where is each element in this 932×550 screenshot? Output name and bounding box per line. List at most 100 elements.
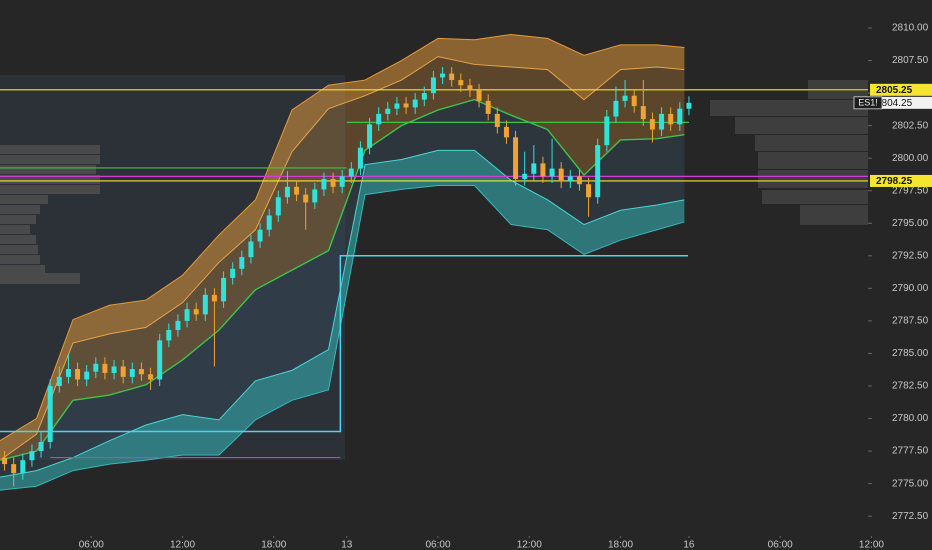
y-tick-label: 2810.00 bbox=[892, 23, 929, 34]
x-tick-label: 06:00 bbox=[79, 540, 104, 550]
candle-body bbox=[476, 90, 482, 101]
candle-body bbox=[668, 113, 674, 125]
candle-body bbox=[412, 99, 418, 108]
level-label: 2798.25 bbox=[876, 176, 913, 187]
candle-body bbox=[367, 124, 373, 148]
y-tick-label: 2787.50 bbox=[892, 316, 929, 327]
last-price-box bbox=[870, 96, 932, 109]
band-line bbox=[0, 98, 685, 461]
candle-body bbox=[157, 340, 163, 380]
candle-body bbox=[513, 137, 519, 179]
candle-body bbox=[558, 168, 564, 182]
candle-body bbox=[421, 93, 427, 100]
volume-profile-left bbox=[0, 145, 100, 284]
candle-body bbox=[303, 194, 309, 203]
y-tick-label: 2772.50 bbox=[892, 511, 929, 522]
candle-body bbox=[102, 363, 108, 373]
x-tick-label: 18:00 bbox=[608, 540, 633, 550]
candle-body bbox=[56, 376, 62, 386]
candle-body bbox=[376, 113, 382, 125]
candle-body bbox=[111, 366, 117, 373]
candle-body bbox=[202, 294, 208, 315]
candle-body bbox=[166, 330, 172, 341]
candle-body bbox=[430, 77, 436, 94]
candle-body bbox=[47, 385, 53, 442]
candle-body bbox=[494, 113, 500, 127]
candle-body bbox=[604, 116, 610, 146]
candle-body bbox=[221, 277, 227, 302]
candle-body bbox=[640, 106, 646, 120]
candle-body bbox=[129, 369, 135, 377]
band-fill bbox=[0, 34, 685, 461]
x-tick-label: 06:00 bbox=[425, 540, 450, 550]
candle-body bbox=[11, 464, 17, 474]
candle-body bbox=[576, 176, 582, 185]
candle-body bbox=[394, 103, 400, 109]
last-price: 2804.25 bbox=[876, 98, 913, 109]
candle-body bbox=[65, 369, 71, 377]
candle-body bbox=[120, 366, 126, 377]
candle-body bbox=[531, 163, 537, 174]
x-tick-label: 18:00 bbox=[261, 540, 286, 550]
candle-body bbox=[75, 369, 81, 380]
level-label: 2805.25 bbox=[876, 85, 913, 96]
candle-body bbox=[357, 147, 363, 169]
y-tick-label: 2777.50 bbox=[892, 446, 929, 457]
band-fill bbox=[0, 99, 685, 478]
step-line bbox=[0, 255, 689, 433]
candle-body bbox=[467, 85, 473, 91]
candle-body bbox=[29, 451, 35, 461]
y-tick-label: 2790.00 bbox=[892, 283, 929, 294]
candle-body bbox=[239, 257, 245, 269]
band-line bbox=[0, 56, 685, 461]
candle-body bbox=[540, 163, 546, 177]
candle-body bbox=[184, 309, 190, 321]
candle-body bbox=[93, 363, 99, 372]
candle-body bbox=[567, 176, 573, 182]
candle-body bbox=[257, 229, 263, 242]
y-tick-label: 2792.50 bbox=[892, 250, 929, 261]
candle-body bbox=[549, 168, 555, 177]
band-line bbox=[0, 149, 685, 478]
x-tick-label: 06:00 bbox=[768, 540, 793, 550]
candle-body bbox=[458, 80, 464, 86]
candle-body bbox=[649, 119, 655, 130]
candle-body bbox=[84, 371, 90, 380]
x-tick-label: 12:00 bbox=[170, 540, 195, 550]
candle-body bbox=[403, 103, 409, 108]
candle-body bbox=[449, 73, 455, 81]
candle-body bbox=[385, 108, 391, 114]
candle-body bbox=[522, 173, 528, 179]
candle-body bbox=[622, 95, 628, 101]
x-tick-label: 16 bbox=[683, 540, 695, 550]
x-tick-label: 12:00 bbox=[517, 540, 542, 550]
candle-body bbox=[686, 102, 692, 109]
candle-body bbox=[175, 320, 181, 330]
plot bbox=[0, 33, 868, 491]
band-line bbox=[0, 185, 685, 491]
y-tick-label: 2800.00 bbox=[892, 153, 929, 164]
candle-body bbox=[2, 457, 8, 465]
candle-body bbox=[312, 189, 318, 203]
y-tick-label: 2802.50 bbox=[892, 120, 929, 131]
level-label-box bbox=[870, 83, 932, 96]
y-tick-label: 2795.00 bbox=[892, 218, 929, 229]
level-label-box bbox=[870, 174, 932, 187]
y-tick-label: 2807.50 bbox=[892, 55, 929, 66]
candle-body bbox=[595, 145, 601, 198]
x-tick-label: 12:00 bbox=[859, 540, 884, 550]
y-axis: 2772.50 2775.00 2777.50 2780.00 2782.50 2785.… bbox=[79, 0, 932, 550]
candle-body bbox=[230, 268, 236, 278]
candle-body bbox=[440, 73, 446, 78]
candle-body bbox=[275, 197, 281, 216]
candle-body bbox=[266, 215, 272, 230]
candle-body bbox=[503, 126, 509, 138]
candle-body bbox=[211, 294, 217, 302]
x-tick-label: 13 bbox=[341, 540, 353, 550]
candle-body bbox=[586, 184, 592, 198]
y-tick-label: 2782.50 bbox=[892, 381, 929, 392]
candle-body bbox=[677, 108, 683, 125]
volume-profile-right bbox=[710, 80, 868, 225]
candle-body bbox=[659, 113, 665, 130]
candle-body bbox=[485, 100, 491, 114]
